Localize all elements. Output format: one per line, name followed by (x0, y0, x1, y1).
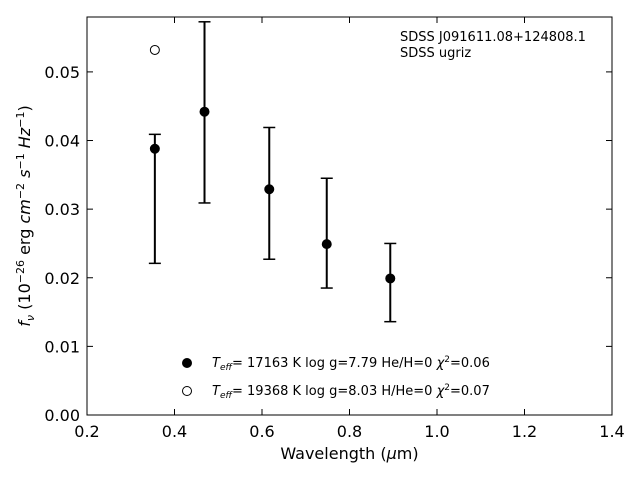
y-tick-label: 0.05 (44, 63, 80, 82)
x-tick-label: 1.0 (424, 422, 449, 441)
legend-label-model-2: Teff= 19368 K log g=8.03 H/He=0 χ2=0.07 (212, 383, 490, 401)
legend-label-model-1: Teff= 17163 K log g=7.79 He/H=0 χ2=0.06 (212, 355, 490, 373)
x-axis-ticks: 0.2 0.4 0.6 0.8 1.0 1.2 1.4 (74, 17, 624, 441)
y-tick-label: 0.02 (44, 269, 80, 288)
legend-marker-open (183, 387, 192, 396)
x-tick-label: 0.4 (162, 422, 187, 441)
data-point-filled (265, 185, 274, 194)
data-point-filled (386, 274, 395, 283)
y-axis-label: fν (10−26 erg cm−2 s−1 Hz−1) (14, 105, 37, 326)
y-tick-label: 0.01 (44, 337, 80, 356)
x-tick-label: 0.8 (337, 422, 362, 441)
error-bars (149, 22, 396, 322)
x-tick-label: 1.2 (512, 422, 537, 441)
data-point-filled (200, 107, 209, 116)
data-points (150, 45, 394, 283)
legend: Teff= 17163 K log g=7.79 He/H=0 χ2=0.06 … (183, 355, 490, 401)
y-tick-label: 0.04 (44, 132, 80, 151)
data-point-filled (150, 144, 159, 153)
y-tick-label: 0.00 (44, 406, 80, 425)
annotation-photometry: SDSS ugriz (400, 46, 471, 61)
y-tick-label: 0.03 (44, 200, 80, 219)
annotation-object-name: SDSS J091611.08+124808.1 (400, 30, 586, 45)
legend-marker-filled (183, 359, 192, 368)
x-tick-label: 0.6 (249, 422, 274, 441)
data-point-filled (322, 240, 331, 249)
data-point-open (150, 45, 159, 54)
x-axis-label: Wavelength (μm) (280, 444, 418, 463)
x-tick-label: 1.4 (599, 422, 624, 441)
